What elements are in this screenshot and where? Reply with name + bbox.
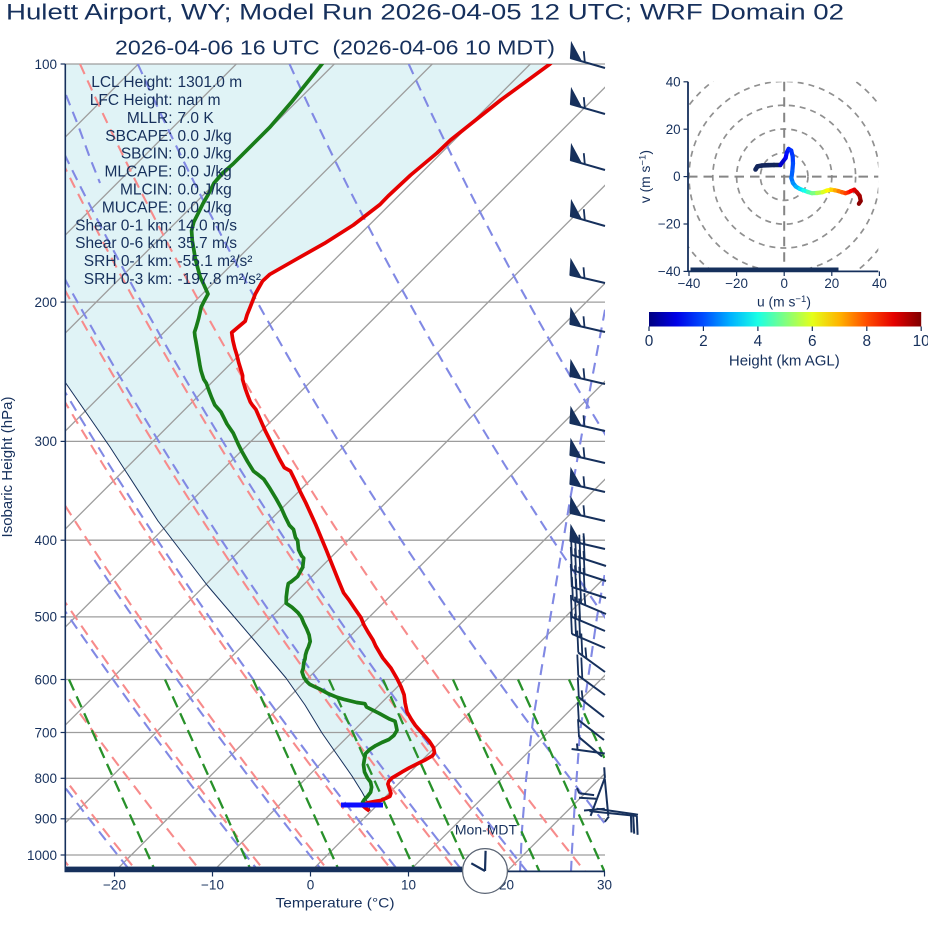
svg-text:300: 300 [34,434,57,449]
svg-text:2: 2 [699,333,708,350]
svg-text:8: 8 [862,333,871,350]
svg-text:7.0 K: 7.0 K [178,110,215,127]
svg-text:40: 40 [872,276,887,291]
svg-text:0: 0 [673,169,680,184]
svg-text:nan m: nan m [178,92,221,109]
svg-text:2026-04-06 16 UTC (2026-04-06: 2026-04-06 16 UTC (2026-04-06 10 MDT) [115,37,555,60]
svg-text:−20: −20 [725,276,748,291]
svg-text:1301.0 m: 1301.0 m [178,74,243,91]
svg-text:Temperature (°C): Temperature (°C) [276,895,395,911]
svg-text:−20: −20 [658,217,681,232]
svg-text:0: 0 [780,276,787,291]
svg-text:500: 500 [34,610,57,625]
svg-text:Hulett Airport, WY; Model Run: Hulett Airport, WY; Model Run 2026-04-05… [6,0,844,25]
svg-text:-55.1 m²/s²: -55.1 m²/s² [178,253,253,270]
svg-text:-197.8 m²/s²: -197.8 m²/s² [178,271,262,288]
svg-text:0.0 J/kg: 0.0 J/kg [178,182,232,199]
svg-text:MLCIN:: MLCIN: [120,182,173,199]
svg-text:200: 200 [34,295,57,310]
svg-text:4: 4 [754,333,763,350]
svg-text:SBCIN:: SBCIN: [121,146,173,163]
svg-text:LCL Height:: LCL Height: [91,74,172,91]
svg-text:40: 40 [666,74,681,89]
svg-text:LFC Height:: LFC Height: [90,92,173,109]
svg-text:−20: −20 [103,878,126,893]
svg-text:400: 400 [34,533,57,548]
svg-text:0: 0 [307,878,315,893]
svg-text:Height (km AGL): Height (km AGL) [729,353,840,370]
svg-text:6: 6 [808,333,817,350]
svg-text:0.0 J/kg: 0.0 J/kg [178,146,232,163]
svg-text:−40: −40 [658,264,681,279]
svg-text:10: 10 [401,878,416,893]
svg-text:MUCAPE:: MUCAPE: [102,199,173,216]
svg-text:0.0 J/kg: 0.0 J/kg [178,199,232,216]
svg-text:0.0 J/kg: 0.0 J/kg [178,164,232,181]
svg-text:30: 30 [597,878,612,893]
svg-text:−40: −40 [678,276,701,291]
svg-text:SRH 0-3 km:: SRH 0-3 km: [84,271,173,288]
svg-text:Isobaric Height (hPa): Isobaric Height (hPa) [0,397,16,538]
svg-text:700: 700 [34,725,57,740]
svg-text:10: 10 [913,333,928,350]
svg-text:14.0 m/s: 14.0 m/s [178,217,238,234]
svg-text:SRH 0-1 km:: SRH 0-1 km: [84,253,173,270]
svg-text:−10: −10 [201,878,224,893]
svg-text:35.7 m/s: 35.7 m/s [178,235,238,252]
svg-text:0.0 J/kg: 0.0 J/kg [178,128,232,145]
svg-text:SBCAPE:: SBCAPE: [105,128,172,145]
svg-text:Shear 0-6 km:: Shear 0-6 km: [75,235,172,252]
svg-text:Shear 0-1 km:: Shear 0-1 km: [75,217,172,234]
svg-text:1000: 1000 [27,848,57,863]
svg-text:MLCAPE:: MLCAPE: [104,164,172,181]
svg-text:MLLR:: MLLR: [127,110,173,127]
svg-text:100: 100 [34,57,57,72]
svg-text:Mon-MDT: Mon-MDT [455,822,518,838]
svg-text:800: 800 [34,771,57,786]
svg-text:900: 900 [34,812,57,827]
svg-text:20: 20 [824,276,839,291]
svg-text:20: 20 [666,122,681,137]
svg-text:0: 0 [645,333,654,350]
svg-text:600: 600 [34,672,57,687]
